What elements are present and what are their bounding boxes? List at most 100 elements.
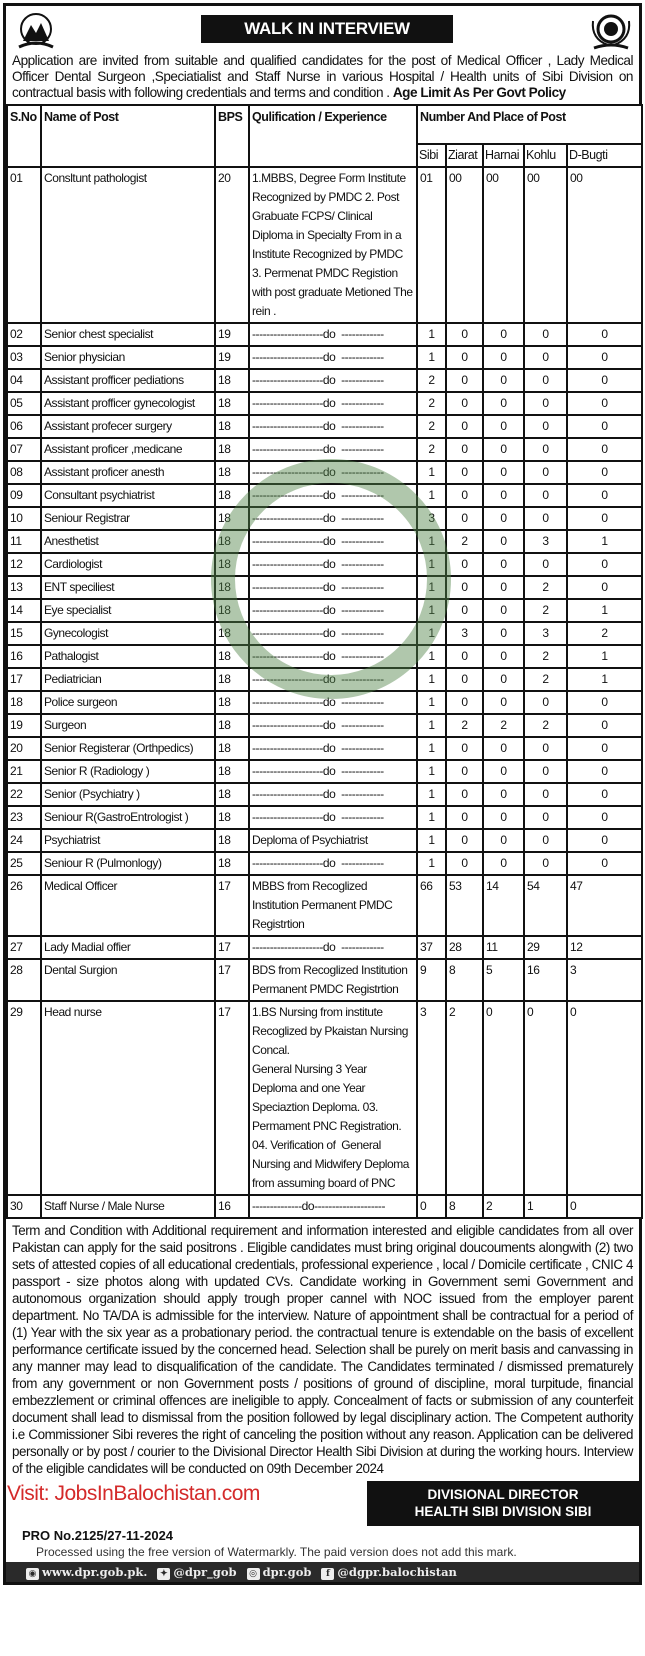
cell-count-kohlu: 0	[525, 761, 566, 782]
cell-count-ziarat: 0	[447, 393, 482, 414]
cell-count-harnai: 0	[484, 508, 523, 529]
cell-count-harnai: 2	[484, 1196, 523, 1217]
cell-bps: 18	[216, 807, 248, 828]
cell-count-d-bugti: 0	[568, 554, 641, 575]
cell-count-sibi: 2	[418, 439, 445, 460]
cell-count-kohlu: 2	[525, 646, 566, 667]
cell-count-ziarat: 2	[447, 715, 482, 736]
cell-sno: 11	[8, 531, 40, 552]
cell-qualification: BDS from Recoglized Institution Permanen…	[250, 960, 416, 1000]
table-row: 16 Pathalogist 18 --------------------do --…	[8, 646, 641, 667]
footer-facebook[interactable]: f @dgpr.balochistan	[321, 1565, 457, 1580]
cell-count-ziarat: 0	[447, 324, 482, 345]
table-row: 09 Consultant psychiatrist 18 -------------…	[8, 485, 641, 506]
cell-count-ziarat: 0	[447, 692, 482, 713]
table-row: 29 Head nurse 17 1.BS Nursing from institut…	[8, 1002, 641, 1194]
cell-count-kohlu: 0	[525, 485, 566, 506]
cell-count-sibi: 1	[418, 646, 445, 667]
footer-web[interactable]: ◉ www.dpr.gob.pk.	[26, 1565, 147, 1580]
cell-count-kohlu: 3	[525, 623, 566, 644]
table-row: 28 Dental Surgion 17 BDS from Recoglized In…	[8, 960, 641, 1000]
cell-count-d-bugti: 0	[568, 416, 641, 437]
cell-count-harnai: 00	[484, 168, 523, 322]
cell-name: Consltunt pathologist	[42, 168, 214, 322]
cell-count-kohlu: 0	[525, 416, 566, 437]
globe-icon: ◉	[26, 1567, 39, 1580]
header-place-harnai: Harnai	[484, 145, 523, 166]
cell-count-d-bugti: 1	[568, 646, 641, 667]
cell-name: Assistant proficer ,medicane	[42, 439, 214, 460]
table-row: 08 Assistant proficer anesth 18 -----------…	[8, 462, 641, 483]
cell-count-d-bugti: 0	[568, 830, 641, 851]
cell-count-kohlu: 0	[525, 508, 566, 529]
cell-count-sibi: 3	[418, 1002, 445, 1194]
cell-qualification: --------------------do ------------	[250, 324, 416, 345]
cell-name: Head nurse	[42, 1002, 214, 1194]
cell-count-sibi: 66	[418, 876, 445, 935]
cell-count-sibi: 1	[418, 738, 445, 759]
cell-count-ziarat: 0	[447, 807, 482, 828]
processed-notice: Processed using the free version of Wate…	[36, 1545, 517, 1559]
cell-name: Senior Registerar (Orthpedics)	[42, 738, 214, 759]
intro-text: Application are invited from suitable an…	[12, 53, 634, 100]
cell-qualification: --------------------do ------------	[250, 937, 416, 958]
cell-sno: 20	[8, 738, 40, 759]
cell-count-ziarat: 8	[447, 960, 482, 1000]
cell-count-kohlu: 0	[525, 324, 566, 345]
cell-count-ziarat: 0	[447, 554, 482, 575]
cell-count-sibi: 2	[418, 370, 445, 391]
cell-name: Medical Officer	[42, 876, 214, 935]
cell-count-sibi: 1	[418, 462, 445, 483]
table-row: 13 ENT speciliest 18 --------------------do…	[8, 577, 641, 598]
visit-link[interactable]: Visit: JobsInBalochistan.com	[7, 1482, 260, 1505]
cell-count-ziarat: 0	[447, 761, 482, 782]
cell-count-d-bugti: 0	[568, 807, 641, 828]
cell-count-harnai: 14	[484, 876, 523, 935]
cell-count-sibi: 1	[418, 554, 445, 575]
cell-bps: 18	[216, 646, 248, 667]
cell-count-ziarat: 0	[447, 853, 482, 874]
cell-sno: 02	[8, 324, 40, 345]
cell-count-harnai: 0	[484, 807, 523, 828]
cell-count-kohlu: 1	[525, 1196, 566, 1217]
footer-twitter[interactable]: ✦ @dpr_gob	[157, 1565, 237, 1580]
cell-count-harnai: 0	[484, 531, 523, 552]
cell-sno: 18	[8, 692, 40, 713]
footer-facebook-text: @dgpr.balochistan	[337, 1564, 457, 1579]
cell-sno: 15	[8, 623, 40, 644]
cell-count-kohlu: 0	[525, 807, 566, 828]
cell-count-kohlu: 2	[525, 669, 566, 690]
cell-count-d-bugti: 0	[568, 485, 641, 506]
cell-name: Eye specialist	[42, 600, 214, 621]
cell-bps: 18	[216, 531, 248, 552]
cell-count-sibi: 1	[418, 715, 445, 736]
cell-count-ziarat: 0	[447, 416, 482, 437]
cell-qualification: --------------------do ------------	[250, 807, 416, 828]
balochistan-emblem-left-icon	[18, 13, 54, 49]
cell-qualification: --------------------do ------------	[250, 669, 416, 690]
table-row: 10 Seniour Registrar 18 -------------------…	[8, 508, 641, 529]
cell-count-harnai: 0	[484, 462, 523, 483]
table-row: 19 Surgeon 18 --------------------do ------…	[8, 715, 641, 736]
cell-count-d-bugti: 1	[568, 531, 641, 552]
cell-count-d-bugti: 0	[568, 853, 641, 874]
cell-count-d-bugti: 0	[568, 692, 641, 713]
cell-count-kohlu: 00	[525, 168, 566, 322]
cell-count-harnai: 0	[484, 784, 523, 805]
cell-name: Pediatrician	[42, 669, 214, 690]
cell-bps: 18	[216, 830, 248, 851]
cell-qualification: --------------------do ------------	[250, 416, 416, 437]
table-row: 05 Assistant profficer gynecologist 18 ----…	[8, 393, 641, 414]
cell-count-d-bugti: 0	[568, 393, 641, 414]
footer-instagram[interactable]: ◎ dpr.gob	[246, 1565, 311, 1580]
page-title: WALK IN INTERVIEW	[201, 15, 453, 43]
cell-bps: 18	[216, 393, 248, 414]
cell-qualification: --------------------do ------------	[250, 600, 416, 621]
table-row: 23 Seniour R(GastroEntrologist ) 18 -------…	[8, 807, 641, 828]
cell-count-sibi: 1	[418, 853, 445, 874]
instagram-icon: ◎	[246, 1567, 260, 1580]
cell-name: Dental Surgion	[42, 960, 214, 1000]
cell-bps: 18	[216, 669, 248, 690]
cell-sno: 06	[8, 416, 40, 437]
cell-name: Psychiatrist	[42, 830, 214, 851]
